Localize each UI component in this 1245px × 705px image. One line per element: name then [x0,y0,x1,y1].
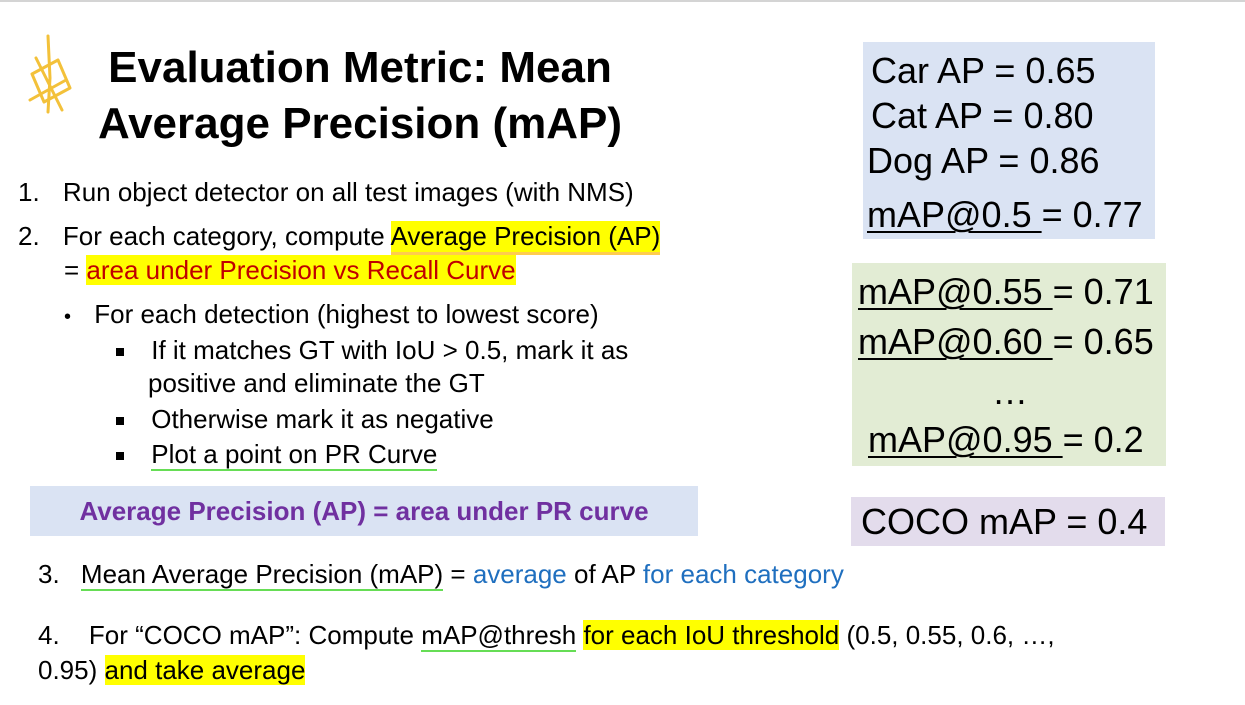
map-060-value: = 0.65 [1052,321,1154,362]
square-bullet-icon [116,417,124,426]
map-term: Mean Average Precision (mAP) [80,559,444,591]
threshold-list-end: 0.95) [38,655,105,685]
step-3-number: 3. [38,559,60,589]
for-each-category-text: for each category [642,559,844,589]
step-4-text: For “COCO mAP”: Compute [88,620,422,650]
sub-item-3: Plot a point on PR Curve [116,438,438,471]
bullet-dot-icon: • [64,306,72,328]
coco-map: COCO mAP = 0.4 [861,501,1148,542]
take-average-highlight: and take average [104,655,306,685]
map-095: mAP@0.95 = 0.2 [868,417,1144,463]
step-4: 4. For “COCO mAP”: Compute mAP@thresh fo… [38,619,1055,652]
sub-item-2-text: Otherwise mark it as negative [151,404,494,434]
ellipsis: … [992,371,1028,412]
area-under-curve-highlight: area under Precision vs Recall Curve [86,255,516,285]
step-3: 3. Mean Average Precision (mAP) = averag… [38,558,844,591]
sub-item-1: If it matches GT with IoU > 0.5, mark it… [116,334,628,366]
threshold-map-box: mAP@0.55 = 0.71 mAP@0.60 = 0.65 … mAP@0.… [852,263,1166,466]
threshold-list: (0.5, 0.55, 0.6, …, [839,620,1055,650]
step-1: 1. Run object detector on all test image… [18,176,634,208]
square-bullet-icon [116,452,124,461]
step-1-text: Run object detector on all test images (… [62,177,634,207]
step-1-number: 1. [18,177,40,207]
map-060-label: mAP@0.60 [858,321,1053,362]
car-ap: Car AP = 0.65 [871,50,1096,91]
map-thresh-term: mAP@thresh [421,620,577,652]
map-055: mAP@0.55 = 0.71 [858,269,1154,315]
average-precision-highlight: Average Precision (AP) [390,221,661,255]
sub-item-2: Otherwise mark it as negative [116,403,494,435]
top-border [0,0,1245,2]
handwritten-star-mark [28,34,72,114]
map-055-label: mAP@0.55 [858,271,1053,312]
cat-ap: Cat AP = 0.80 [871,95,1094,136]
map-05-value: = 0.77 [1041,194,1143,235]
ap-definition-banner: Average Precision (AP) = area under PR c… [30,486,698,536]
sub-item-1-cont: positive and eliminate the GT [148,368,485,398]
step-2-definition: = area under Precision vs Recall Curve [64,254,516,286]
map-055-value: = 0.71 [1052,271,1154,312]
sub-item-1-text: If it matches GT with IoU > 0.5, mark it… [151,335,629,365]
of-ap-text: of AP [566,559,643,589]
step-2: 2. For each category, compute Average Pr… [18,220,661,255]
per-class-ap-box: Car AP = 0.65 Cat AP = 0.80 Dog AP = 0.8… [863,42,1155,239]
step-2-number: 2. [18,221,40,251]
equals-text: = [443,559,473,589]
coco-map-box: COCO mAP = 0.4 [851,497,1165,546]
square-bullet-icon [116,348,124,357]
map-05-label: mAP@0.5 [867,194,1042,235]
step-2-text: For each category, compute [62,221,391,251]
step-4-number: 4. [38,620,60,650]
map-060: mAP@0.60 = 0.65 [858,319,1154,365]
page-title: Evaluation Metric: Mean Average Precisio… [97,43,623,148]
sub-bullet: • For each detection (highest to lowest … [64,298,599,333]
sub-item-3-text: Plot a point on PR Curve [151,439,438,471]
step-4-cont: 0.95) and take average [38,654,306,686]
average-text: average [472,559,567,589]
map-095-value: = 0.2 [1062,419,1144,460]
each-iou-highlight: for each IoU threshold [583,620,840,650]
map-095-label: mAP@0.95 [868,419,1063,460]
map-05: mAP@0.5 = 0.77 [867,192,1143,238]
dog-ap: Dog AP = 0.86 [867,140,1100,181]
equals-sign: = [64,255,87,285]
sub-bullet-text: For each detection (highest to lowest sc… [94,299,599,329]
